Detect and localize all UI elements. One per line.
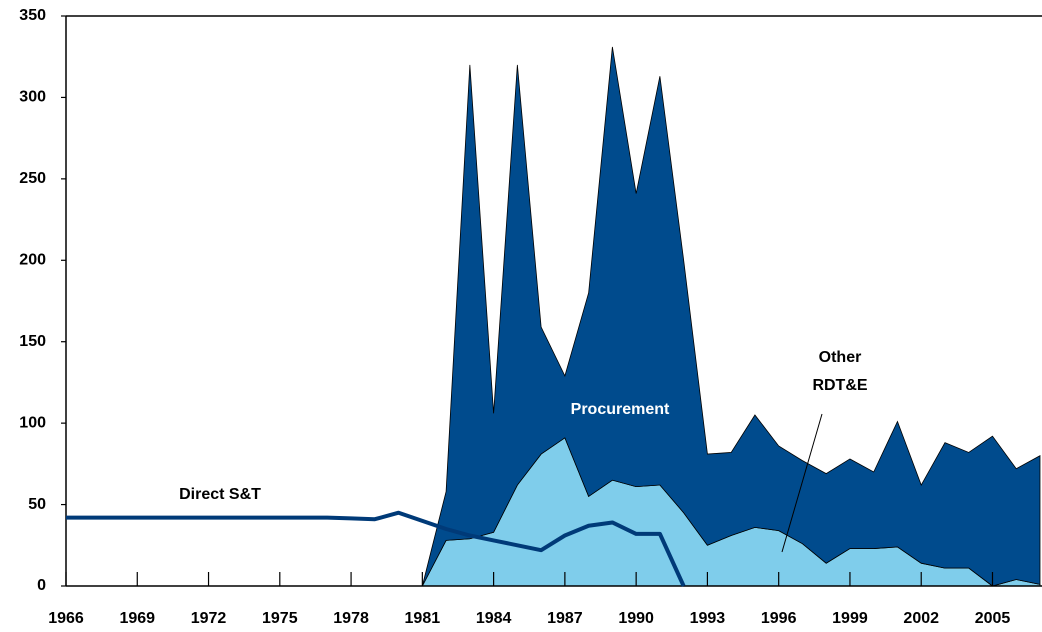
x-tick-label: 1969 — [119, 610, 155, 627]
label-pointer — [781, 413, 823, 553]
x-tick-label: 1999 — [832, 610, 868, 627]
y-tick-label: 200 — [19, 252, 46, 269]
y-tick-label: 100 — [19, 414, 46, 431]
x-tick-label: 1996 — [761, 610, 797, 627]
area — [421, 46, 1041, 587]
x-tick-label: 1987 — [547, 610, 583, 627]
x-tick-label: 1972 — [191, 610, 227, 627]
y-tick-label: 0 — [37, 577, 46, 594]
line — [66, 510, 686, 587]
series-label: Other RDT&E — [812, 349, 868, 394]
y-tick-label: 250 — [19, 170, 46, 187]
x-tick-label: 1966 — [48, 610, 84, 627]
y-tick-label: 300 — [19, 89, 46, 106]
x-tick-label: 1984 — [476, 610, 512, 627]
y-tick-label: 50 — [28, 496, 46, 513]
x-tick-label: 2005 — [975, 610, 1011, 627]
x-tick-label: 2002 — [903, 610, 939, 627]
x-tick-label: 1993 — [690, 610, 726, 627]
series-label: Direct S&T — [179, 486, 261, 503]
x-tick-label: 1981 — [405, 610, 441, 627]
x-tick-label: 1975 — [262, 610, 298, 627]
x-tick-label: 1978 — [333, 610, 369, 627]
y-tick-label: 150 — [19, 333, 46, 350]
x-tick-label: 1990 — [618, 610, 654, 627]
series-label: Procurement — [570, 401, 670, 418]
y-tick-label: 350 — [19, 7, 46, 24]
